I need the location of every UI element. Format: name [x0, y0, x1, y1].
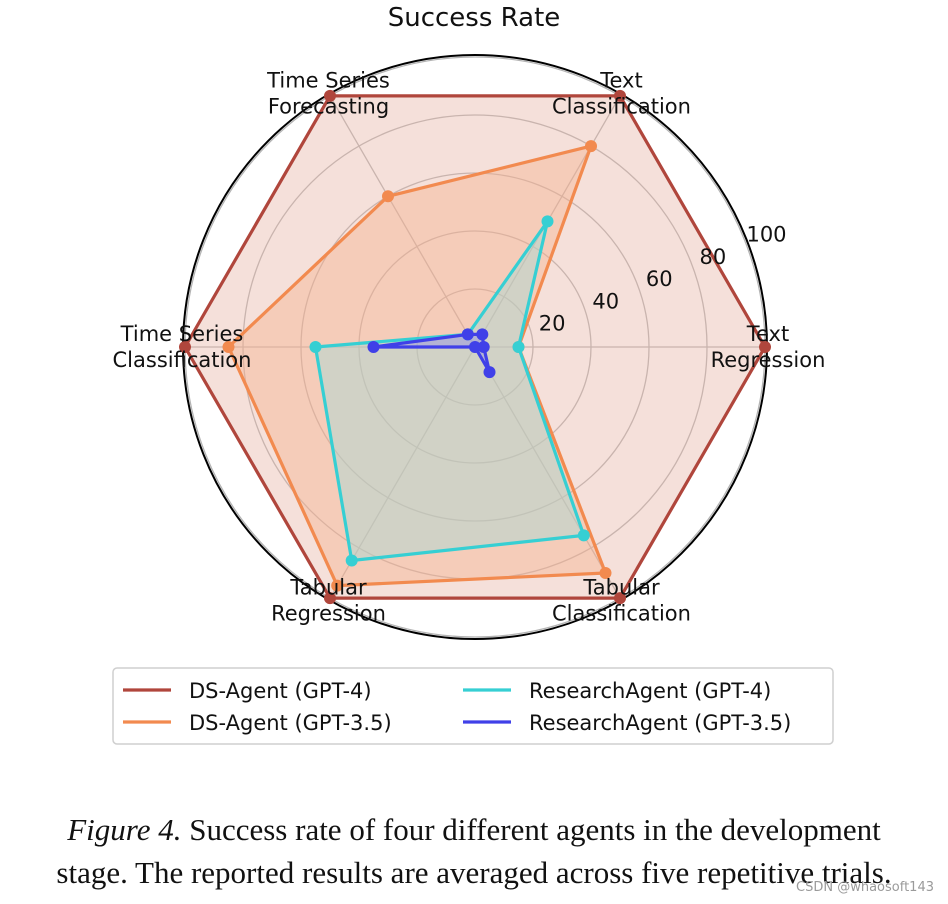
data-point	[614, 592, 626, 605]
axis-label-line: Time Series	[266, 68, 390, 92]
series-area	[228, 146, 606, 586]
data-point	[367, 341, 380, 353]
series-area	[315, 221, 584, 561]
axis-label-line: Time Series	[120, 322, 244, 346]
legend-box	[112, 667, 834, 745]
caption-line-1: Success rate of four different agents in…	[181, 812, 881, 847]
axis-label: Text Regression	[711, 322, 826, 372]
radial-tick-label: 60	[646, 267, 673, 291]
legend-label: DS-Agent (GPT-3.5)	[189, 711, 392, 735]
data-point	[541, 215, 554, 228]
data-point	[324, 592, 336, 605]
data-point	[759, 341, 771, 353]
legend-label: ResearchAgent (GPT-4)	[529, 679, 771, 703]
data-point	[324, 89, 336, 102]
data-point	[483, 366, 496, 379]
axis-label-line: Regression	[711, 348, 826, 372]
axis-label-line: Classification	[113, 348, 252, 372]
radar-series	[179, 89, 771, 605]
data-point	[179, 341, 191, 353]
data-point	[345, 554, 358, 567]
axis-label-line: Regression	[271, 602, 386, 626]
axis-label: Text Classification	[552, 68, 691, 118]
axis-label-line: Classification	[552, 602, 691, 626]
caption-line-2: stage. The reported results are averaged…	[56, 855, 892, 890]
axis-label: Tabular Classification	[552, 576, 691, 626]
data-point	[585, 140, 597, 153]
watermark-text: CSDN @whaosoft143	[796, 880, 934, 895]
axis-label-line: Tabular	[582, 576, 660, 600]
data-point	[477, 341, 490, 353]
axis-label: Time Series Forecasting	[266, 68, 390, 118]
figure-caption: Figure 4. Success rate of four different…	[0, 808, 948, 894]
axis-label-line: Forecasting	[268, 94, 389, 118]
data-point	[331, 579, 344, 592]
data-point	[222, 341, 235, 353]
axis-spoke	[474, 346, 621, 599]
axis-label-line: Text	[599, 68, 642, 92]
axis-label: Time Series Classification	[113, 322, 252, 372]
data-point	[476, 328, 489, 341]
axis-spoke	[329, 95, 476, 348]
data-point	[599, 567, 612, 579]
data-point	[577, 529, 590, 542]
axis-label-line: Tabular	[289, 576, 367, 600]
axis-label: Tabular Regression	[271, 576, 386, 626]
data-point	[614, 89, 626, 102]
chart-title: Success Rate	[388, 3, 561, 33]
data-point	[382, 190, 394, 203]
radial-tick-label: 100	[746, 223, 786, 247]
caption-label: Figure 4.	[67, 812, 182, 847]
data-point	[461, 328, 474, 341]
radial-tick-label: 20	[539, 312, 566, 336]
legend: DS-Agent (GPT-4) DS-Agent (GPT-3.5) Resear…	[112, 667, 834, 745]
radial-tick-label: 40	[592, 289, 619, 313]
legend-label: DS-Agent (GPT-4)	[189, 679, 372, 703]
data-point	[309, 341, 322, 353]
legend-label: ResearchAgent (GPT-3.5)	[529, 711, 791, 735]
axis-label-line: Classification	[552, 94, 691, 118]
data-point	[512, 341, 525, 353]
radial-tick-label: 80	[700, 245, 727, 269]
axis-label-line: Text	[746, 322, 789, 346]
data-point	[469, 341, 481, 353]
